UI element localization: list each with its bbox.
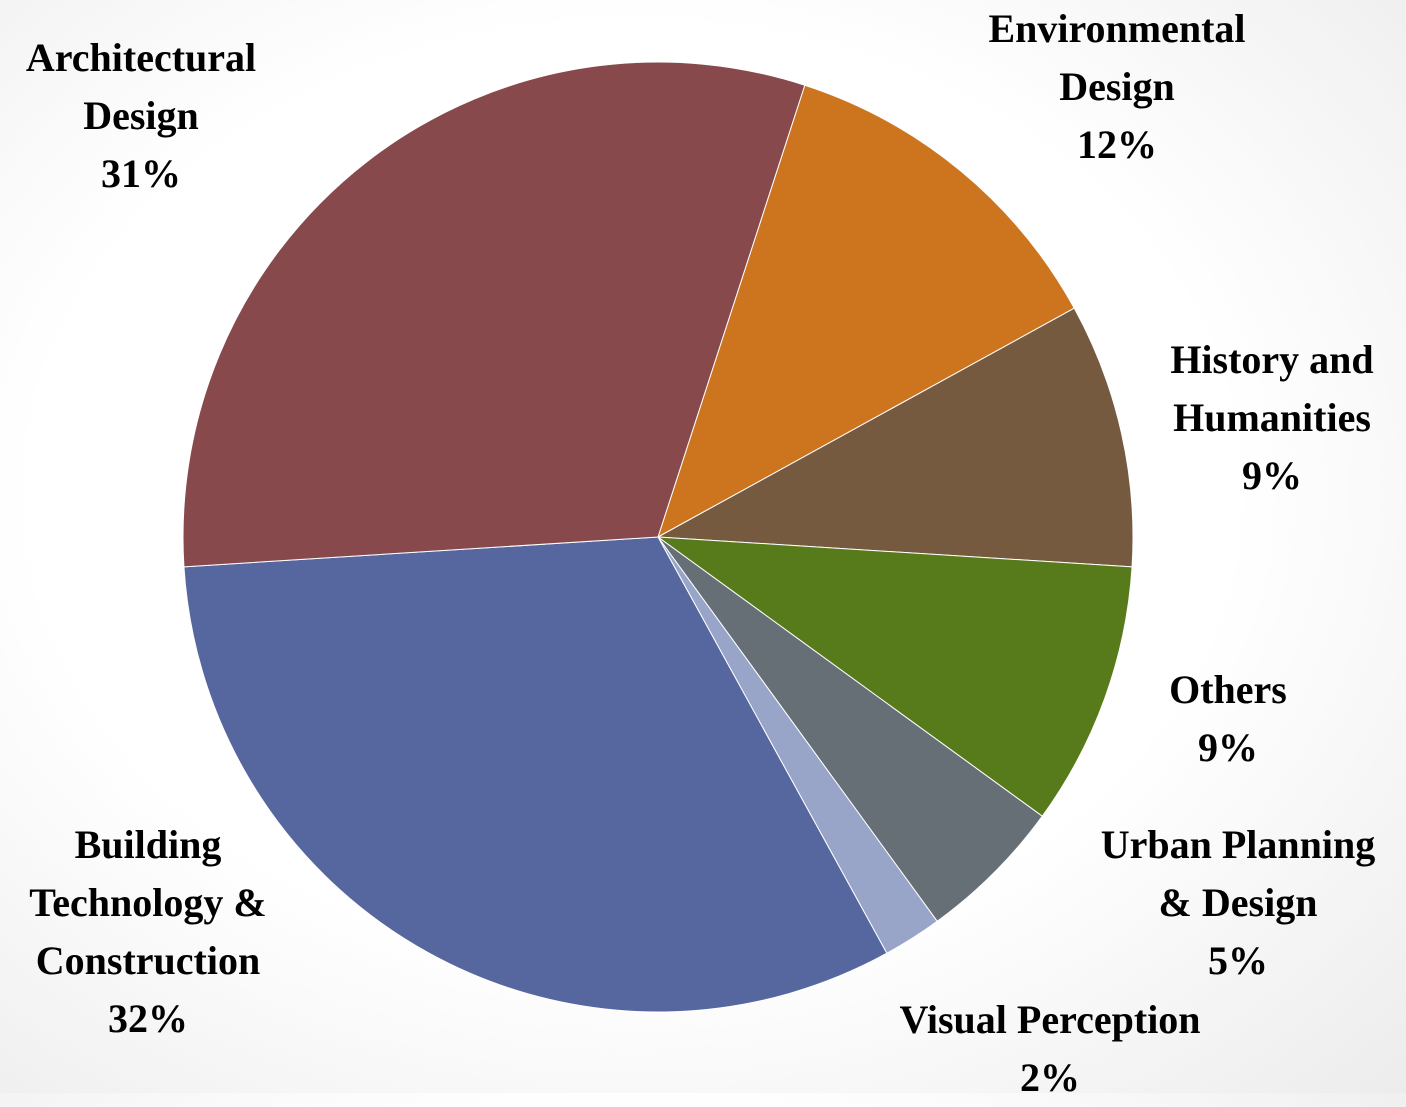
value-label: 9% (1198, 725, 1258, 770)
pie-slice (182, 61, 806, 568)
pie-slice (657, 536, 1043, 922)
slice-label: Urban Planning & Design 5% (1088, 816, 1388, 990)
category-label: Building Technology & Construction (29, 822, 267, 983)
value-label: 5% (1208, 938, 1268, 983)
pie-slice (657, 84, 1075, 539)
slice-label: Environmental Design 12% (967, 0, 1267, 174)
category-label: Visual Perception (899, 997, 1201, 1042)
value-label: 31% (101, 151, 181, 196)
slice-label: Architectural Design 31% (1, 29, 281, 203)
category-label: Urban Planning & Design (1100, 822, 1376, 925)
value-label: 9% (1242, 453, 1302, 498)
slice-label: Others 9% (1128, 661, 1328, 777)
slice-label: Visual Perception 2% (860, 991, 1240, 1107)
category-label: Architectural Design (25, 35, 257, 138)
pie-slice (656, 536, 1133, 817)
value-label: 32% (108, 996, 188, 1041)
pie-slice (656, 307, 1134, 568)
pie-slice (183, 536, 888, 1013)
value-label: 2% (1020, 1055, 1080, 1100)
category-label: Environmental Design (988, 6, 1246, 109)
category-label: Others (1169, 667, 1287, 712)
value-label: 12% (1077, 122, 1157, 167)
category-label: History and Humanities (1170, 337, 1374, 440)
slice-label: Building Technology & Construction 32% (3, 816, 293, 1048)
slice-label: History and Humanities 9% (1152, 331, 1392, 505)
